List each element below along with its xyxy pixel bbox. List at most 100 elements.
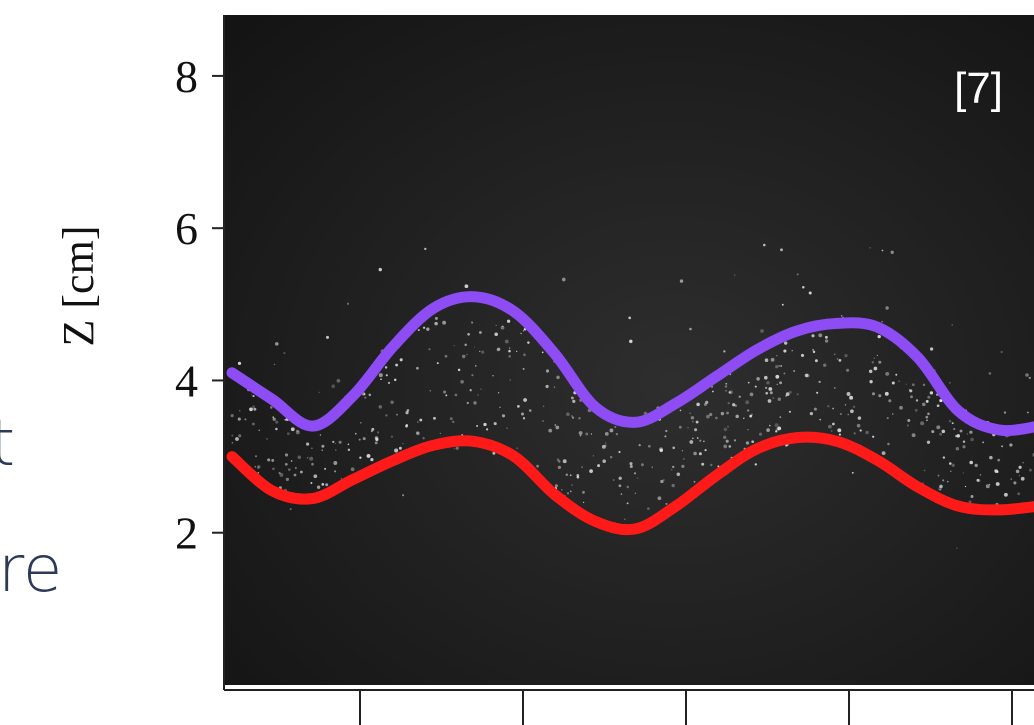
speckle: [881, 451, 886, 455]
speckle: [499, 406, 501, 409]
speckle: [939, 488, 941, 491]
speckle: [962, 445, 966, 449]
speckle: [847, 413, 850, 416]
speckle: [257, 467, 259, 469]
speckle: [1000, 350, 1003, 354]
speckle: [783, 349, 787, 353]
speckle: [272, 467, 275, 471]
speckle: [853, 432, 856, 435]
speckle: [662, 478, 665, 482]
speckle: [636, 477, 639, 479]
speckle: [939, 432, 943, 436]
speckle: [1009, 443, 1013, 447]
speckle: [865, 430, 869, 435]
speckle: [558, 460, 561, 463]
speckle: [267, 458, 271, 462]
y-tick-label-0: 2: [175, 508, 198, 559]
speckle: [1013, 481, 1017, 485]
speckle: [374, 436, 379, 440]
speckle: [728, 391, 731, 394]
speckle: [818, 380, 821, 384]
speckle: [733, 274, 736, 276]
speckle: [706, 414, 710, 419]
speckle: [892, 413, 894, 415]
speckle: [776, 355, 778, 357]
speckle: [475, 365, 477, 367]
speckle: [434, 316, 438, 320]
speckle: [780, 365, 783, 367]
speckle: [419, 418, 423, 422]
speckle: [566, 492, 570, 495]
speckle: [670, 468, 673, 471]
speckle: [745, 441, 750, 445]
speckle: [833, 387, 836, 389]
speckle: [838, 433, 841, 436]
speckle: [942, 479, 945, 482]
speckle: [979, 474, 982, 476]
speckle: [609, 428, 614, 433]
speckle: [443, 390, 447, 394]
speckle: [871, 361, 874, 364]
speckle: [816, 391, 819, 394]
speckle: [623, 518, 626, 521]
speckle: [939, 484, 943, 489]
speckle: [936, 425, 941, 430]
speckle: [823, 363, 827, 367]
speckle: [385, 374, 388, 377]
speckle: [833, 353, 836, 356]
speckle: [769, 424, 771, 427]
speckle: [911, 383, 915, 387]
speckle: [989, 455, 993, 460]
speckle: [723, 427, 728, 432]
speckle: [334, 470, 337, 473]
speckle: [346, 302, 350, 305]
speckle: [249, 407, 253, 412]
speckle: [754, 463, 757, 466]
speckle: [293, 473, 297, 477]
speckle: [856, 423, 861, 428]
particle-speckles: [230, 243, 1034, 549]
speckle: [618, 484, 622, 488]
speckle: [884, 391, 889, 396]
speckle: [760, 329, 764, 333]
speckle: [764, 386, 768, 390]
speckle: [332, 440, 335, 444]
speckle: [561, 277, 566, 282]
speckle: [783, 372, 786, 375]
speckle: [288, 468, 291, 471]
speckle: [988, 372, 992, 375]
speckle: [506, 427, 508, 429]
speckle: [416, 366, 419, 370]
speckle: [508, 354, 512, 358]
speckle: [331, 384, 336, 389]
speckle: [257, 471, 260, 474]
speckle: [516, 350, 518, 353]
speckle: [612, 479, 615, 481]
speckle: [231, 442, 234, 444]
speckle: [955, 447, 960, 451]
speckle: [780, 248, 783, 252]
speckle: [363, 393, 366, 396]
speckle: [681, 450, 684, 452]
speckle: [962, 472, 965, 474]
speckle: [368, 393, 372, 397]
speckle: [333, 461, 338, 465]
speckle: [275, 342, 279, 346]
speckle: [306, 442, 310, 446]
speckle: [777, 397, 781, 401]
speckle: [885, 306, 889, 310]
speckle: [471, 321, 474, 324]
speckle: [321, 449, 323, 451]
speckle: [712, 390, 714, 393]
speckle: [270, 406, 273, 409]
speckle: [974, 463, 978, 468]
speckle: [415, 431, 420, 435]
speckle: [238, 409, 241, 412]
speckle: [657, 496, 662, 501]
speckle: [1018, 465, 1022, 469]
speckle: [811, 334, 815, 338]
speckle: [970, 495, 974, 498]
speckle: [881, 249, 884, 252]
speckle: [464, 343, 467, 347]
speckle: [597, 464, 601, 468]
